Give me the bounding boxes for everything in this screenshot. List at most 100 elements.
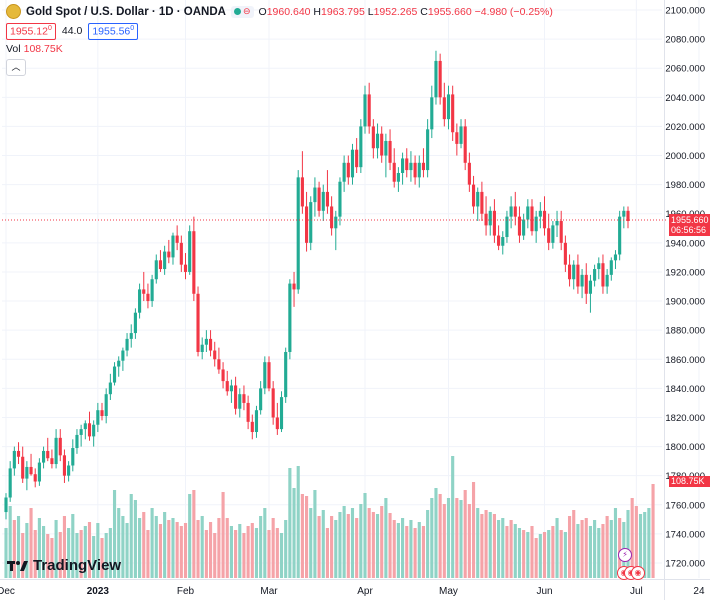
candle-body: [484, 213, 488, 226]
y-tick-label: 2020.000: [665, 122, 705, 133]
volume-bar: [563, 532, 567, 578]
candle-body: [37, 462, 41, 482]
candle-body: [171, 235, 175, 258]
volume-bar: [304, 496, 309, 578]
green-dot-icon: [233, 8, 241, 15]
volume-bar: [396, 523, 400, 578]
volume-bar: [179, 526, 183, 578]
collapse-legend-button[interactable]: ︿: [6, 59, 26, 76]
ask-button[interactable]: 1955.560: [88, 23, 139, 40]
candle-body: [112, 366, 117, 383]
candle-body: [125, 338, 129, 351]
candle-body: [325, 191, 330, 207]
volume-bar: [154, 516, 158, 578]
volume-bar: [613, 508, 618, 578]
low-value: 1952.265: [373, 5, 418, 18]
volume-bar: [401, 518, 405, 578]
volume-bar: [163, 512, 167, 578]
candle-body: [555, 221, 559, 226]
volume-bar: [54, 520, 58, 578]
candle-body: [601, 263, 605, 287]
volume-bar: [630, 498, 634, 578]
volume-bar: [405, 526, 409, 578]
candle-body: [33, 474, 37, 482]
candle-body: [572, 264, 576, 280]
volume-bar: [388, 513, 392, 578]
candle-body: [392, 162, 396, 182]
volume-bar: [572, 510, 576, 578]
volume-bar: [229, 526, 233, 578]
y-tick-label: 2040.000: [665, 93, 705, 104]
volume-bar: [380, 506, 384, 578]
candle-body: [405, 158, 409, 171]
candle-body: [229, 385, 233, 392]
lightning-event-icon[interactable]: ⚡: [618, 548, 632, 562]
volume-bar: [601, 524, 605, 578]
volume-bar: [476, 508, 480, 578]
candle-body: [221, 369, 225, 382]
candle-body: [488, 210, 492, 226]
volume-bar: [250, 523, 254, 578]
volume-bar: [597, 528, 601, 578]
ask-value: 1955.56: [92, 25, 131, 38]
candle-body: [79, 429, 83, 435]
volume-bar: [133, 500, 137, 578]
bid-sup: 0: [47, 25, 52, 32]
candle-body: [192, 231, 196, 294]
market-status-indicator[interactable]: ⊖: [230, 5, 254, 18]
close-value: 1955.660: [427, 5, 472, 18]
volume-bar: [513, 524, 517, 578]
volume-bar: [4, 528, 8, 578]
volume-bar: [309, 508, 313, 578]
bar-countdown: 06:56:56: [671, 225, 707, 235]
flag-event-icon[interactable]: ◉: [631, 566, 645, 580]
ohlc-values: O1960.640 H1963.795 L1952.265 C1955.660 …: [259, 6, 553, 18]
candle-body: [259, 388, 263, 411]
volume-bar: [551, 526, 555, 578]
volume-bar: [8, 506, 12, 578]
last-price-value: 1955.660: [671, 215, 709, 225]
time-axis[interactable]: Dec 2023 Feb Mar Apr May Jun Jul 24: [0, 579, 710, 598]
candle-body: [530, 206, 534, 232]
volume-bar: [25, 523, 29, 578]
tradingview-logo-icon: [7, 560, 28, 571]
candle-body: [618, 216, 622, 255]
candle-body: [71, 448, 75, 466]
candle-body: [213, 350, 217, 360]
volume-bar: [317, 516, 321, 578]
symbol-title[interactable]: Gold Spot / U.S. Dollar · 1D · OANDA: [26, 5, 226, 18]
candle-body: [551, 225, 555, 243]
volume-bar: [183, 523, 188, 578]
candle-body: [538, 210, 542, 217]
candle-body: [29, 466, 33, 475]
volume-bar: [46, 534, 50, 578]
volume-bar: [21, 533, 25, 578]
x-tick-label: Feb: [177, 586, 195, 597]
volume-bar: [83, 526, 87, 578]
candle-body: [526, 206, 530, 220]
volume-bar: [208, 522, 213, 578]
bid-button[interactable]: 1955.120: [6, 23, 56, 40]
open-value: 1960.640: [266, 5, 311, 18]
x-tick-label: 2023: [87, 586, 110, 597]
volume-bar: [288, 468, 292, 578]
volume-bar: [576, 524, 580, 578]
chevron-up-icon: ︿: [11, 62, 21, 72]
tradingview-logo[interactable]: TradingView: [7, 557, 121, 574]
candle-body: [129, 333, 133, 339]
candle-body: [534, 216, 538, 232]
tradingview-logo-text: TradingView: [33, 557, 122, 574]
candle-body: [304, 206, 309, 243]
candle-body: [371, 126, 375, 149]
candle-body: [609, 260, 613, 275]
volume-bar: [643, 512, 647, 578]
y-tick-label: 1900.000: [665, 297, 705, 308]
y-tick-label: 1920.000: [665, 267, 705, 278]
candle-body: [4, 497, 8, 513]
candle-body: [438, 60, 442, 98]
y-tick-label: 1860.000: [665, 355, 705, 366]
candle-body: [471, 184, 476, 207]
change-value: −4.980 (−0.25%): [474, 5, 553, 18]
x-tick-label: Jul: [630, 586, 643, 597]
